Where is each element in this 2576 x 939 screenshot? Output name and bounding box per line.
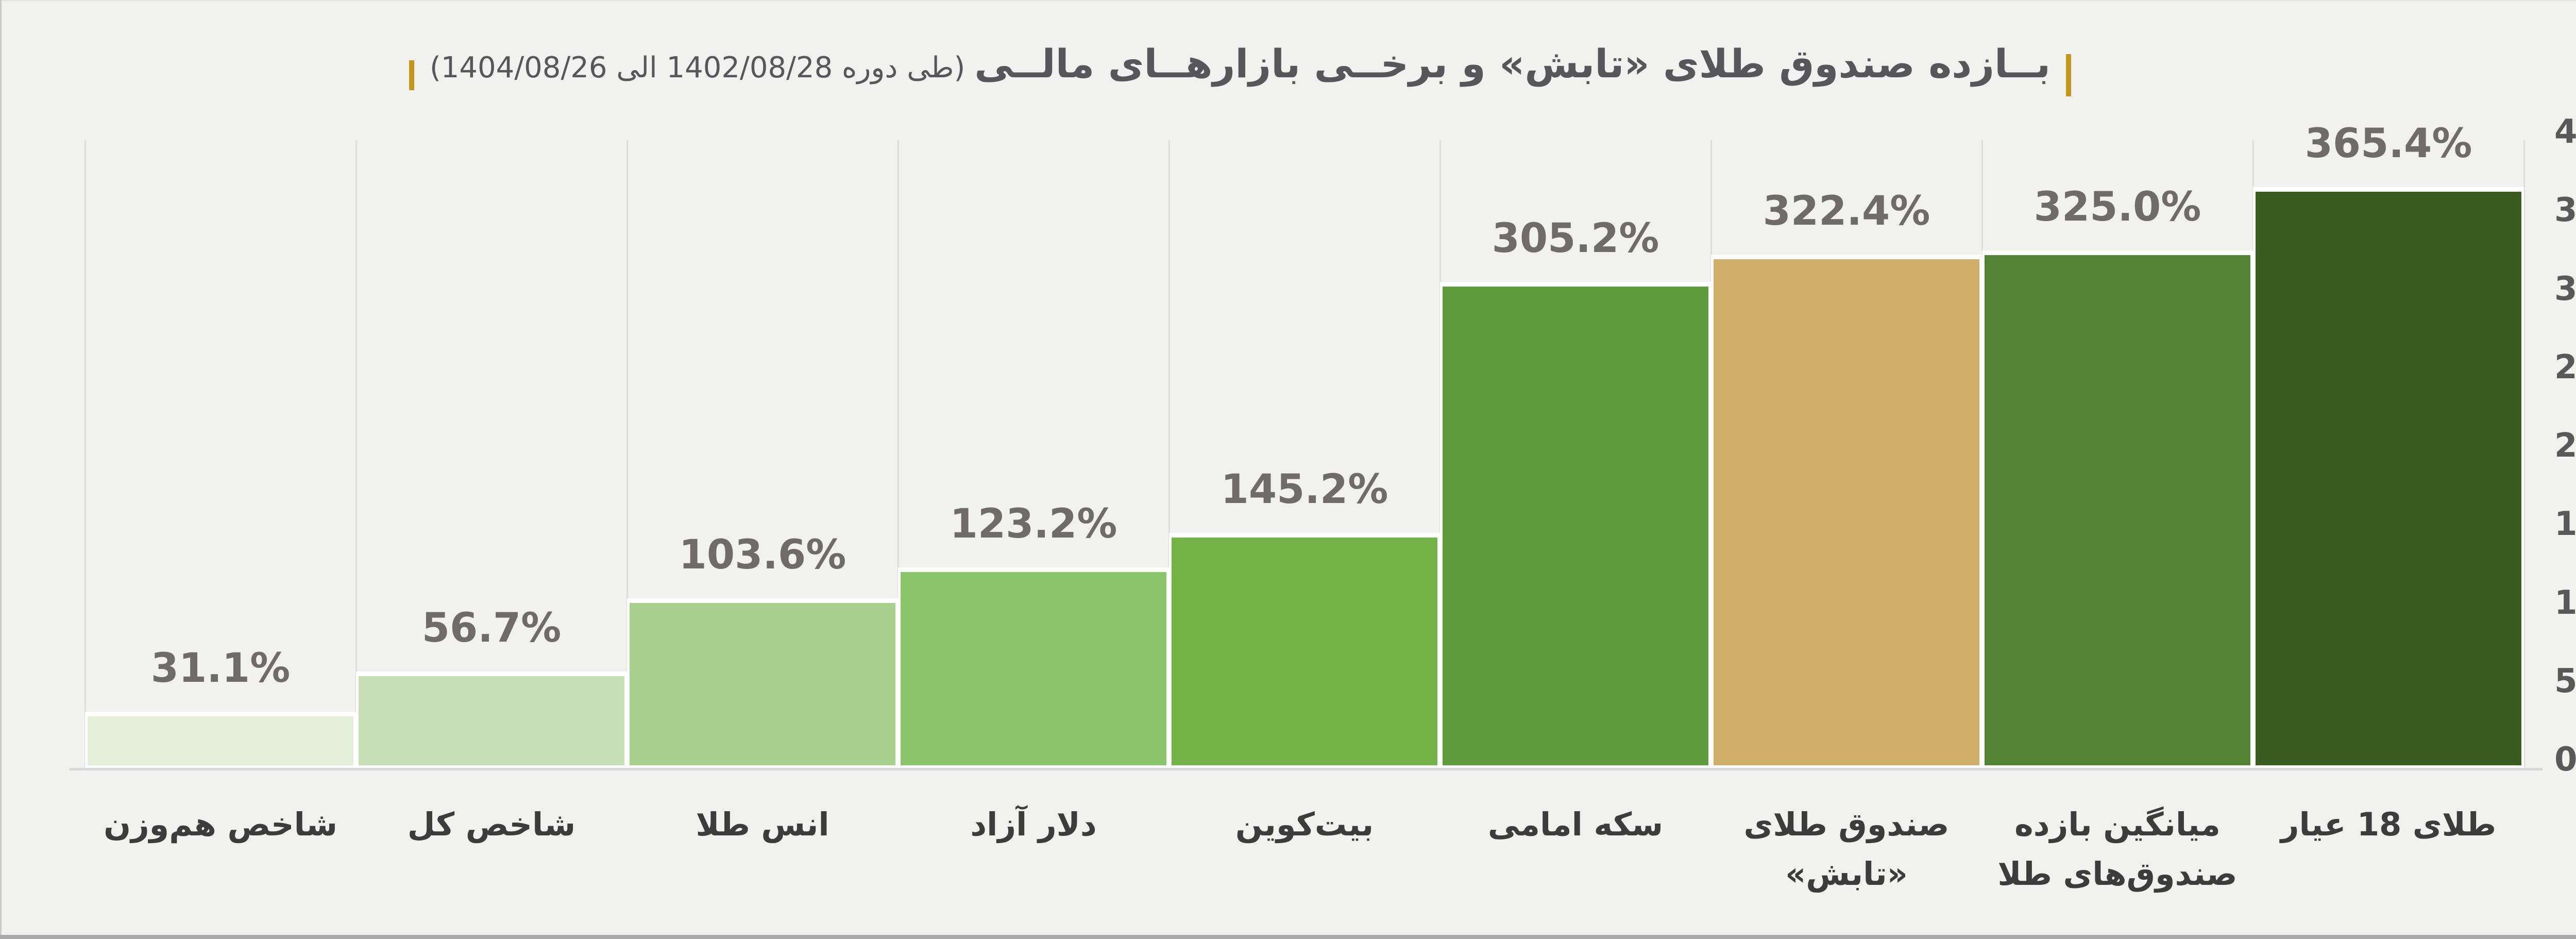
card-left-border: [0, 0, 2, 939]
bar-fill-4: [1172, 538, 1437, 765]
bar-7: [1982, 250, 2253, 768]
y-axis-tick-label: 350%: [2554, 191, 2576, 230]
bar-value-label: 31.1%: [150, 645, 291, 692]
bar-1: [356, 672, 627, 768]
x-axis-category-label: دلار آزاد: [970, 806, 1097, 843]
bar-fill-2: [630, 603, 895, 765]
bar-value-label: 56.7%: [421, 605, 562, 651]
card-bottom-border: [0, 935, 2576, 939]
bar-fill-8: [2256, 192, 2521, 765]
x-axis-category-label: صندوق طلای «تابش»: [1743, 806, 1950, 893]
column-divider-line: [1168, 140, 1170, 768]
bar-fill-5: [1443, 287, 1708, 765]
bar-0: [85, 712, 356, 768]
x-axis-category-label: طلای 18 عیار: [2280, 806, 2497, 843]
bar-6: [1711, 255, 1982, 768]
bar-value-label: 305.2%: [1492, 215, 1659, 262]
column-divider-line: [626, 140, 628, 768]
bar-8: [2253, 187, 2524, 768]
bar-value-label: 322.4%: [1762, 188, 1930, 234]
y-axis-tick-label: 200%: [2554, 427, 2576, 465]
card-top-border: [0, 0, 2576, 1]
column-divider-line: [2523, 140, 2525, 768]
bar-value-label: 123.2%: [950, 501, 1117, 547]
bar-fill-0: [88, 716, 353, 765]
chart-title: بــازده صندوق طلای «تابش» و برخــی بازار…: [974, 41, 2050, 87]
column-divider-line: [84, 140, 86, 768]
y-axis-tick-label: 150%: [2554, 505, 2576, 544]
x-axis-category-label: میانگین بازده صندوق‌های طلا: [1997, 806, 2238, 893]
bar-4: [1169, 533, 1440, 768]
x-axis-category-label: شاخص هم‌وزن: [104, 806, 337, 843]
bar-fill-3: [901, 572, 1166, 765]
chart-title-period: (طی دوره 1402/08/28 الی 1404/08/26): [429, 51, 965, 85]
x-axis-category-label: بیت‌کوین: [1235, 806, 1374, 843]
bar-value-label: 103.6%: [679, 532, 846, 578]
bar-fill-1: [359, 676, 624, 765]
y-axis-tick-label: 250%: [2554, 348, 2576, 387]
chart-title-row: بــازده صندوق طلای «تابش» و برخــی بازار…: [409, 30, 2071, 98]
x-axis-category-label: سکه امامی: [1487, 806, 1664, 843]
bar-3: [898, 567, 1169, 768]
y-axis-tick-label: 50%: [2554, 662, 2576, 700]
bar-value-label: 325.0%: [2033, 184, 2201, 230]
column-divider-line: [355, 140, 357, 768]
bar-value-label: 365.4%: [2304, 121, 2472, 167]
title-accent-bar-end: [409, 60, 414, 90]
bar-2: [627, 598, 898, 768]
plot-area: [84, 140, 2525, 768]
y-axis-tick-label: 100%: [2554, 583, 2576, 622]
column-divider-line: [897, 140, 899, 768]
x-axis-line: [70, 768, 2543, 770]
bar-fill-6: [1714, 259, 1979, 765]
x-axis-category-label: انس طلا: [696, 806, 829, 843]
y-axis-tick-label: 400%: [2554, 113, 2576, 151]
bar-fill-7: [1985, 255, 2250, 765]
bar-5: [1440, 282, 1711, 768]
y-axis-tick-label: 0%: [2554, 741, 2576, 779]
y-axis-tick-label: 300%: [2554, 270, 2576, 308]
x-axis-category-label: شاخص کل: [407, 806, 576, 843]
title-accent-bar-start: [2066, 54, 2071, 96]
bar-value-label: 145.2%: [1221, 466, 1388, 513]
